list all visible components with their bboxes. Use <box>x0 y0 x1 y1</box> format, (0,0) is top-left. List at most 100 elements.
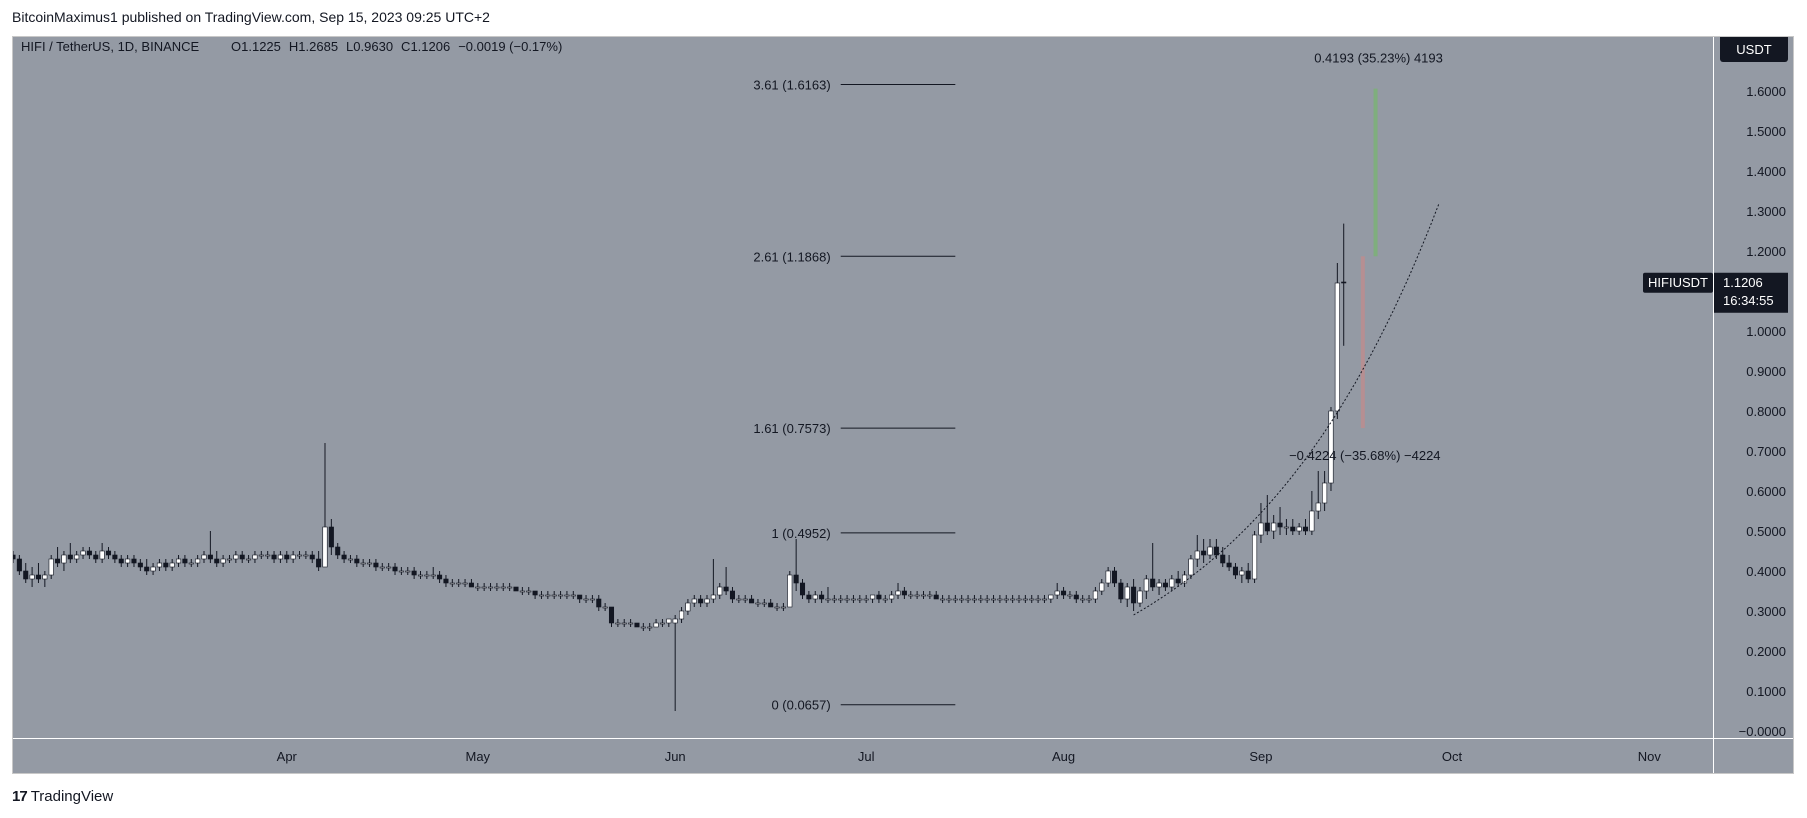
candle <box>742 595 748 603</box>
candle <box>1067 591 1073 599</box>
candle <box>125 555 131 567</box>
x-tick-label: Oct <box>1442 749 1463 764</box>
candle <box>1105 567 1111 587</box>
currency-label: USDT <box>1736 42 1771 57</box>
y-tick-label: 1.0000 <box>1746 324 1786 339</box>
candle <box>755 599 761 607</box>
candle-body <box>959 598 965 601</box>
fib-label: 0 (0.0657) <box>771 698 830 713</box>
candle <box>507 583 513 591</box>
candle <box>35 563 41 583</box>
candle <box>112 551 118 563</box>
candle-body <box>494 586 500 589</box>
candle <box>908 591 914 599</box>
x-tick-label: Sep <box>1249 749 1272 764</box>
candle-body <box>1201 550 1207 556</box>
candle-body <box>615 622 621 625</box>
candle-body <box>475 586 481 589</box>
parabolic-curve <box>1133 202 1440 616</box>
candle <box>150 563 156 575</box>
time-axis[interactable]: Apr May Jun Jul Aug Sep Oct Nov <box>277 749 1662 764</box>
candle <box>386 563 392 571</box>
candle-body <box>150 566 156 572</box>
candle <box>424 571 430 579</box>
candle-body <box>812 594 818 600</box>
price-axis[interactable]: 1.60001.50001.40001.30001.20001.10001.00… <box>1739 84 1786 739</box>
candle-body <box>169 562 175 568</box>
candle <box>863 595 869 603</box>
candle <box>608 606 615 627</box>
candle-body <box>838 598 844 601</box>
candle <box>176 555 182 567</box>
candle <box>392 563 398 575</box>
candle-body <box>672 618 678 624</box>
fib-label: 1.61 (0.7573) <box>753 421 830 436</box>
candle <box>704 595 710 607</box>
candle-body <box>1118 582 1124 600</box>
y-tick-label: 1.5000 <box>1746 124 1786 139</box>
candle <box>959 595 965 603</box>
candle-body <box>182 558 188 564</box>
candle <box>882 595 888 603</box>
candle <box>1041 595 1047 603</box>
candle-body <box>749 598 755 604</box>
candle-body <box>1073 594 1079 600</box>
candle <box>1182 571 1188 587</box>
candle <box>1118 579 1124 603</box>
candle <box>1092 587 1098 603</box>
candle-body <box>481 586 487 589</box>
candle-body <box>1220 554 1226 564</box>
price-chart[interactable]: 3.61 (1.6163) 2.61 (1.1868) 1.61 (0.7573) 1… <box>13 37 1793 773</box>
candle <box>195 555 201 567</box>
candle-body <box>997 598 1003 601</box>
candle <box>207 531 213 563</box>
candle-body <box>857 598 863 601</box>
candle-body <box>1061 590 1067 596</box>
measure-up-label: 0.4193 (35.23%) 4193 <box>1314 51 1443 66</box>
candle-body <box>48 558 54 576</box>
candle-body <box>61 554 67 564</box>
candle <box>271 551 277 563</box>
plot-background <box>13 37 1713 738</box>
candle <box>551 591 557 599</box>
candle <box>316 551 322 571</box>
candle <box>526 587 532 595</box>
candle-body <box>1029 598 1035 601</box>
candle-body <box>1016 598 1022 601</box>
candle-body <box>1283 526 1289 529</box>
candle-body <box>1239 570 1245 576</box>
candle <box>354 555 360 567</box>
candle-body <box>13 554 16 560</box>
candle <box>163 559 169 571</box>
candle-body <box>118 558 124 564</box>
candle <box>1080 595 1086 603</box>
candle <box>1073 591 1079 603</box>
candles-layer <box>13 223 1347 711</box>
publisher-line: BitcoinMaximus1 published on TradingView… <box>12 9 490 25</box>
candle-body <box>653 622 659 628</box>
candle <box>545 591 551 599</box>
price-tag-symbol: HIFIUSDT <box>1648 275 1708 290</box>
candle-body <box>93 554 99 560</box>
open-label: O <box>231 39 241 54</box>
candle-body <box>360 562 366 565</box>
candle <box>647 623 653 631</box>
candle-body <box>55 558 61 564</box>
candle <box>768 599 774 608</box>
y-tick-label: 0.8000 <box>1746 404 1786 419</box>
candle-body <box>1194 550 1200 560</box>
candle <box>105 547 112 559</box>
candle-body <box>927 594 933 597</box>
candle <box>405 567 411 575</box>
candle-body <box>1245 570 1251 580</box>
candle-body <box>398 570 404 573</box>
candle <box>277 551 283 563</box>
candle-body <box>373 562 379 568</box>
candle <box>952 595 958 603</box>
currency-button[interactable]: USDT <box>1720 37 1788 62</box>
x-tick-label: Jun <box>665 749 686 764</box>
x-tick-label: Nov <box>1638 749 1662 764</box>
candle <box>978 595 984 603</box>
candle-body <box>1322 482 1328 504</box>
candle-body <box>335 546 341 556</box>
